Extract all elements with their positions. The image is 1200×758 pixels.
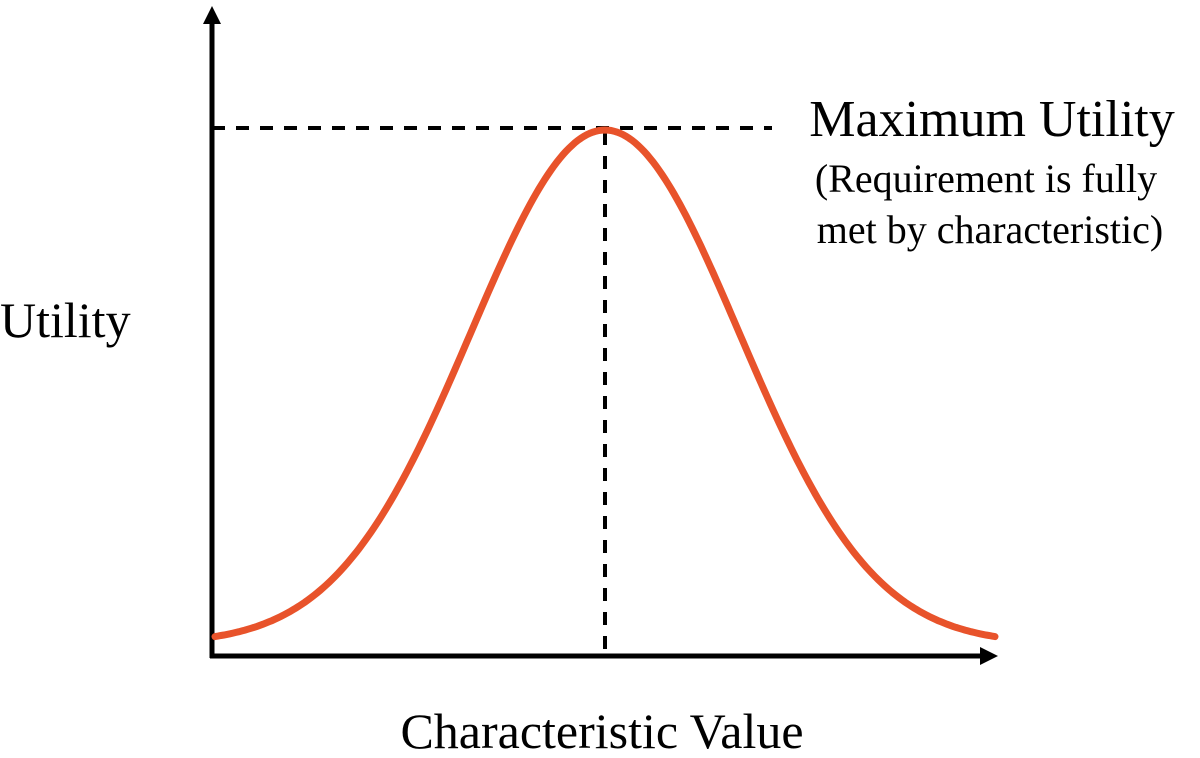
y-axis-arrow	[203, 6, 221, 24]
annotation-line: met by characteristic)	[817, 207, 1163, 252]
annotation-line: (Requirement is fully	[815, 156, 1157, 201]
y-axis-label: Utility	[0, 292, 131, 348]
x-axis-arrow	[980, 647, 998, 665]
annotation-title: Maximum Utility	[809, 91, 1174, 148]
x-axis-label: Characteristic Value	[400, 703, 803, 753]
utility-curve	[211, 126, 999, 641]
